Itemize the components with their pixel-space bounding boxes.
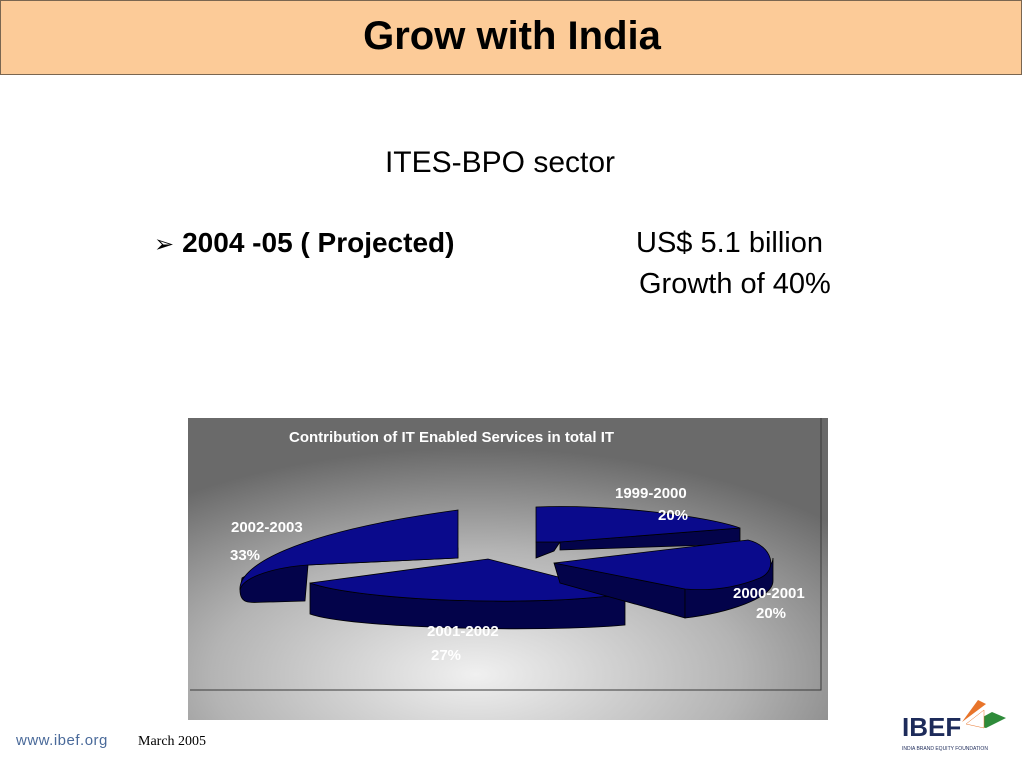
projected-label: 2004 -05 ( Projected) (182, 227, 455, 258)
slice-label-2001-2002: 2001-2002 (427, 623, 499, 640)
logo-orange-wing-icon (962, 700, 986, 722)
pie-chart: Contribution of IT Enabled Services in t… (188, 418, 828, 720)
page-title: Grow with India (363, 14, 661, 58)
slice-label-1999-2000: 1999-2000 (615, 485, 687, 502)
slice-label-2002-2003: 2002-2003 (231, 519, 303, 536)
slice-value-2000-2001: 20% (756, 605, 786, 622)
logo-white-wing-icon (965, 709, 985, 729)
slice-value-1999-2000: 20% (658, 507, 688, 524)
slice-value-2002-2003: 33% (230, 547, 260, 564)
footer-url[interactable]: www.ibef.org (16, 732, 108, 749)
ibef-logo: IBEF INDIA BRAND EQUITY FOUNDATION (900, 698, 1010, 760)
arrow-bullet-icon: ➢ (154, 231, 175, 258)
chart-title: Contribution of IT Enabled Services in t… (289, 429, 614, 446)
footer-date: March 2005 (138, 734, 207, 749)
logo-text: IBEF (902, 712, 961, 742)
slice-label-2000-2001: 2000-2001 (733, 585, 805, 602)
chart-plot-frame (190, 418, 822, 691)
slice-value-2001-2002: 27% (431, 647, 461, 664)
title-bar (0, 0, 1022, 75)
projection-bullet: ➢ 2004 -05 ( Projected) (154, 227, 454, 259)
sector-heading: ITES-BPO sector (384, 146, 616, 179)
pie-slice-2002-2003 (239, 509, 459, 603)
pie-slice-2000-2001 (553, 539, 774, 619)
logo-subtext: INDIA BRAND EQUITY FOUNDATION (902, 746, 988, 752)
pie-chart-svg: Contribution of IT Enabled Services in t… (188, 418, 828, 720)
projected-growth: Growth of 40% (639, 268, 831, 300)
projected-amount: US$ 5.1 billion (636, 227, 823, 259)
